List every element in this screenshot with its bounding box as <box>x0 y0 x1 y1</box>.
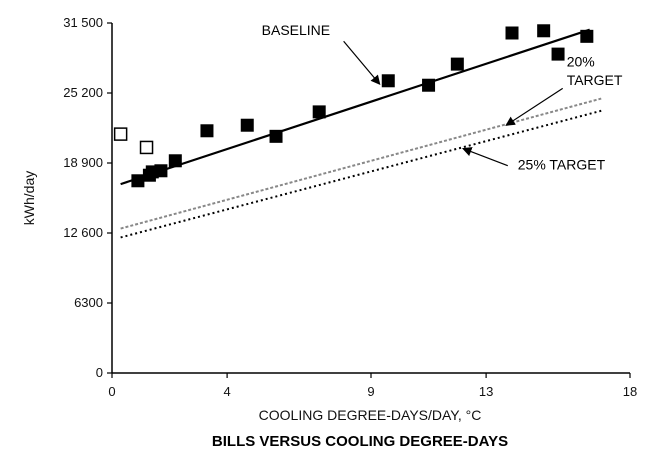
target-20-line <box>120 97 602 230</box>
y-tick-label: 31 500 <box>63 15 103 30</box>
trend-lines <box>120 28 602 239</box>
data-point-filled <box>580 29 594 43</box>
data-point-filled <box>537 24 551 38</box>
annotation-target20-a: 20% <box>567 53 595 69</box>
data-point-filled <box>450 57 464 71</box>
annotation-target25: 25% TARGET <box>518 157 606 173</box>
data-points <box>113 24 594 188</box>
annotation-arrow-target25 <box>461 147 508 167</box>
y-tick-label: 12 600 <box>63 225 103 240</box>
y-axis-title: kWh/day <box>21 171 37 225</box>
data-point-filled <box>422 78 436 92</box>
x-tick-label: 13 <box>479 384 493 399</box>
annotation-arrow-baseline <box>343 40 381 86</box>
data-point-filled <box>168 154 182 168</box>
axis-ticks: 0 6300 12 600 18 900 25 200 31 500 0 4 9 13 18 <box>63 15 637 399</box>
data-point-open <box>139 140 154 155</box>
y-tick-label: 25 200 <box>63 85 103 100</box>
y-tick-label: 6300 <box>74 295 103 310</box>
data-point-filled <box>381 74 395 88</box>
data-point-filled <box>505 26 519 40</box>
data-point-open <box>113 127 128 141</box>
target-25-line <box>120 109 602 239</box>
data-point-filled <box>312 105 326 119</box>
x-tick-label: 4 <box>223 384 230 399</box>
annotation-arrow-target20-a <box>505 87 564 126</box>
data-point-filled <box>240 118 254 132</box>
annotations: BASELINE 20% TARGET 25% TARGET <box>262 22 623 172</box>
axes <box>111 23 630 374</box>
data-point-filled <box>154 164 168 178</box>
data-point-filled <box>269 129 283 143</box>
y-tick-label: 0 <box>96 365 103 380</box>
x-tick-label: 18 <box>623 384 637 399</box>
annotation-baseline: BASELINE <box>262 22 330 38</box>
x-tick-label: 9 <box>367 384 374 399</box>
data-point-filled <box>200 124 214 138</box>
data-point-filled <box>551 47 565 61</box>
data-point-filled <box>131 174 145 188</box>
y-tick-label: 18 900 <box>63 155 103 170</box>
annotation-target20-b: TARGET <box>567 72 623 88</box>
x-axis-title: COOLING DEGREE-DAYS/DAY, °C <box>259 407 482 423</box>
baseline-line <box>120 28 591 186</box>
chart-title: BILLS VERSUS COOLING DEGREE-DAYS <box>212 433 508 450</box>
x-tick-label: 0 <box>108 384 115 399</box>
